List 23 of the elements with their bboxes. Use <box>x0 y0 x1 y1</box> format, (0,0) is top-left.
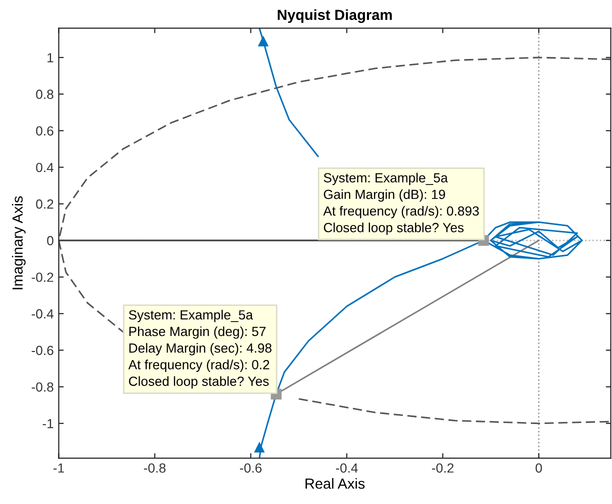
annotation: System: Example_5a Phase Margin (deg): 57 Delay Margin (sec): 4.98 At frequency (rad/s): 0.2 Closed loop stable? Yes <box>128 310 272 389</box>
x-tick-label: -0.2 <box>432 463 454 473</box>
point <box>258 36 269 46</box>
y-tick-label: -0.2 <box>32 272 54 282</box>
chart-title: Nyquist Diagram <box>278 9 392 23</box>
point <box>254 442 265 453</box>
x-axis-title: Real Axis <box>306 478 365 489</box>
annotation: System: Example_5a Gain Margin (dB): 19 At frequency (rad/s): 0.893 Closed loop stable? Yes <box>323 172 479 235</box>
y-tick-label: 0 <box>47 236 54 246</box>
x-tick-label: -0.8 <box>144 463 166 473</box>
y-tick-label: 0.8 <box>36 90 54 99</box>
y-tick-label: -1 <box>42 419 54 428</box>
y-tick-label: -0.8 <box>32 382 54 392</box>
y-tick-label: 0.6 <box>36 126 54 136</box>
y-tick-label: 1 <box>48 53 54 62</box>
y-axis-title: Imaginary Axis <box>12 196 26 290</box>
y-tick-label: -0.4 <box>32 309 54 319</box>
x-tick-label: -0.4 <box>336 463 358 473</box>
y-tick-label: 0.4 <box>36 162 54 172</box>
x-tick-label: 0 <box>536 463 542 473</box>
y-tick-label: -0.6 <box>32 346 54 356</box>
x-tick-label: -0.6 <box>240 463 262 473</box>
y-tick-label: 0.2 <box>36 199 54 209</box>
